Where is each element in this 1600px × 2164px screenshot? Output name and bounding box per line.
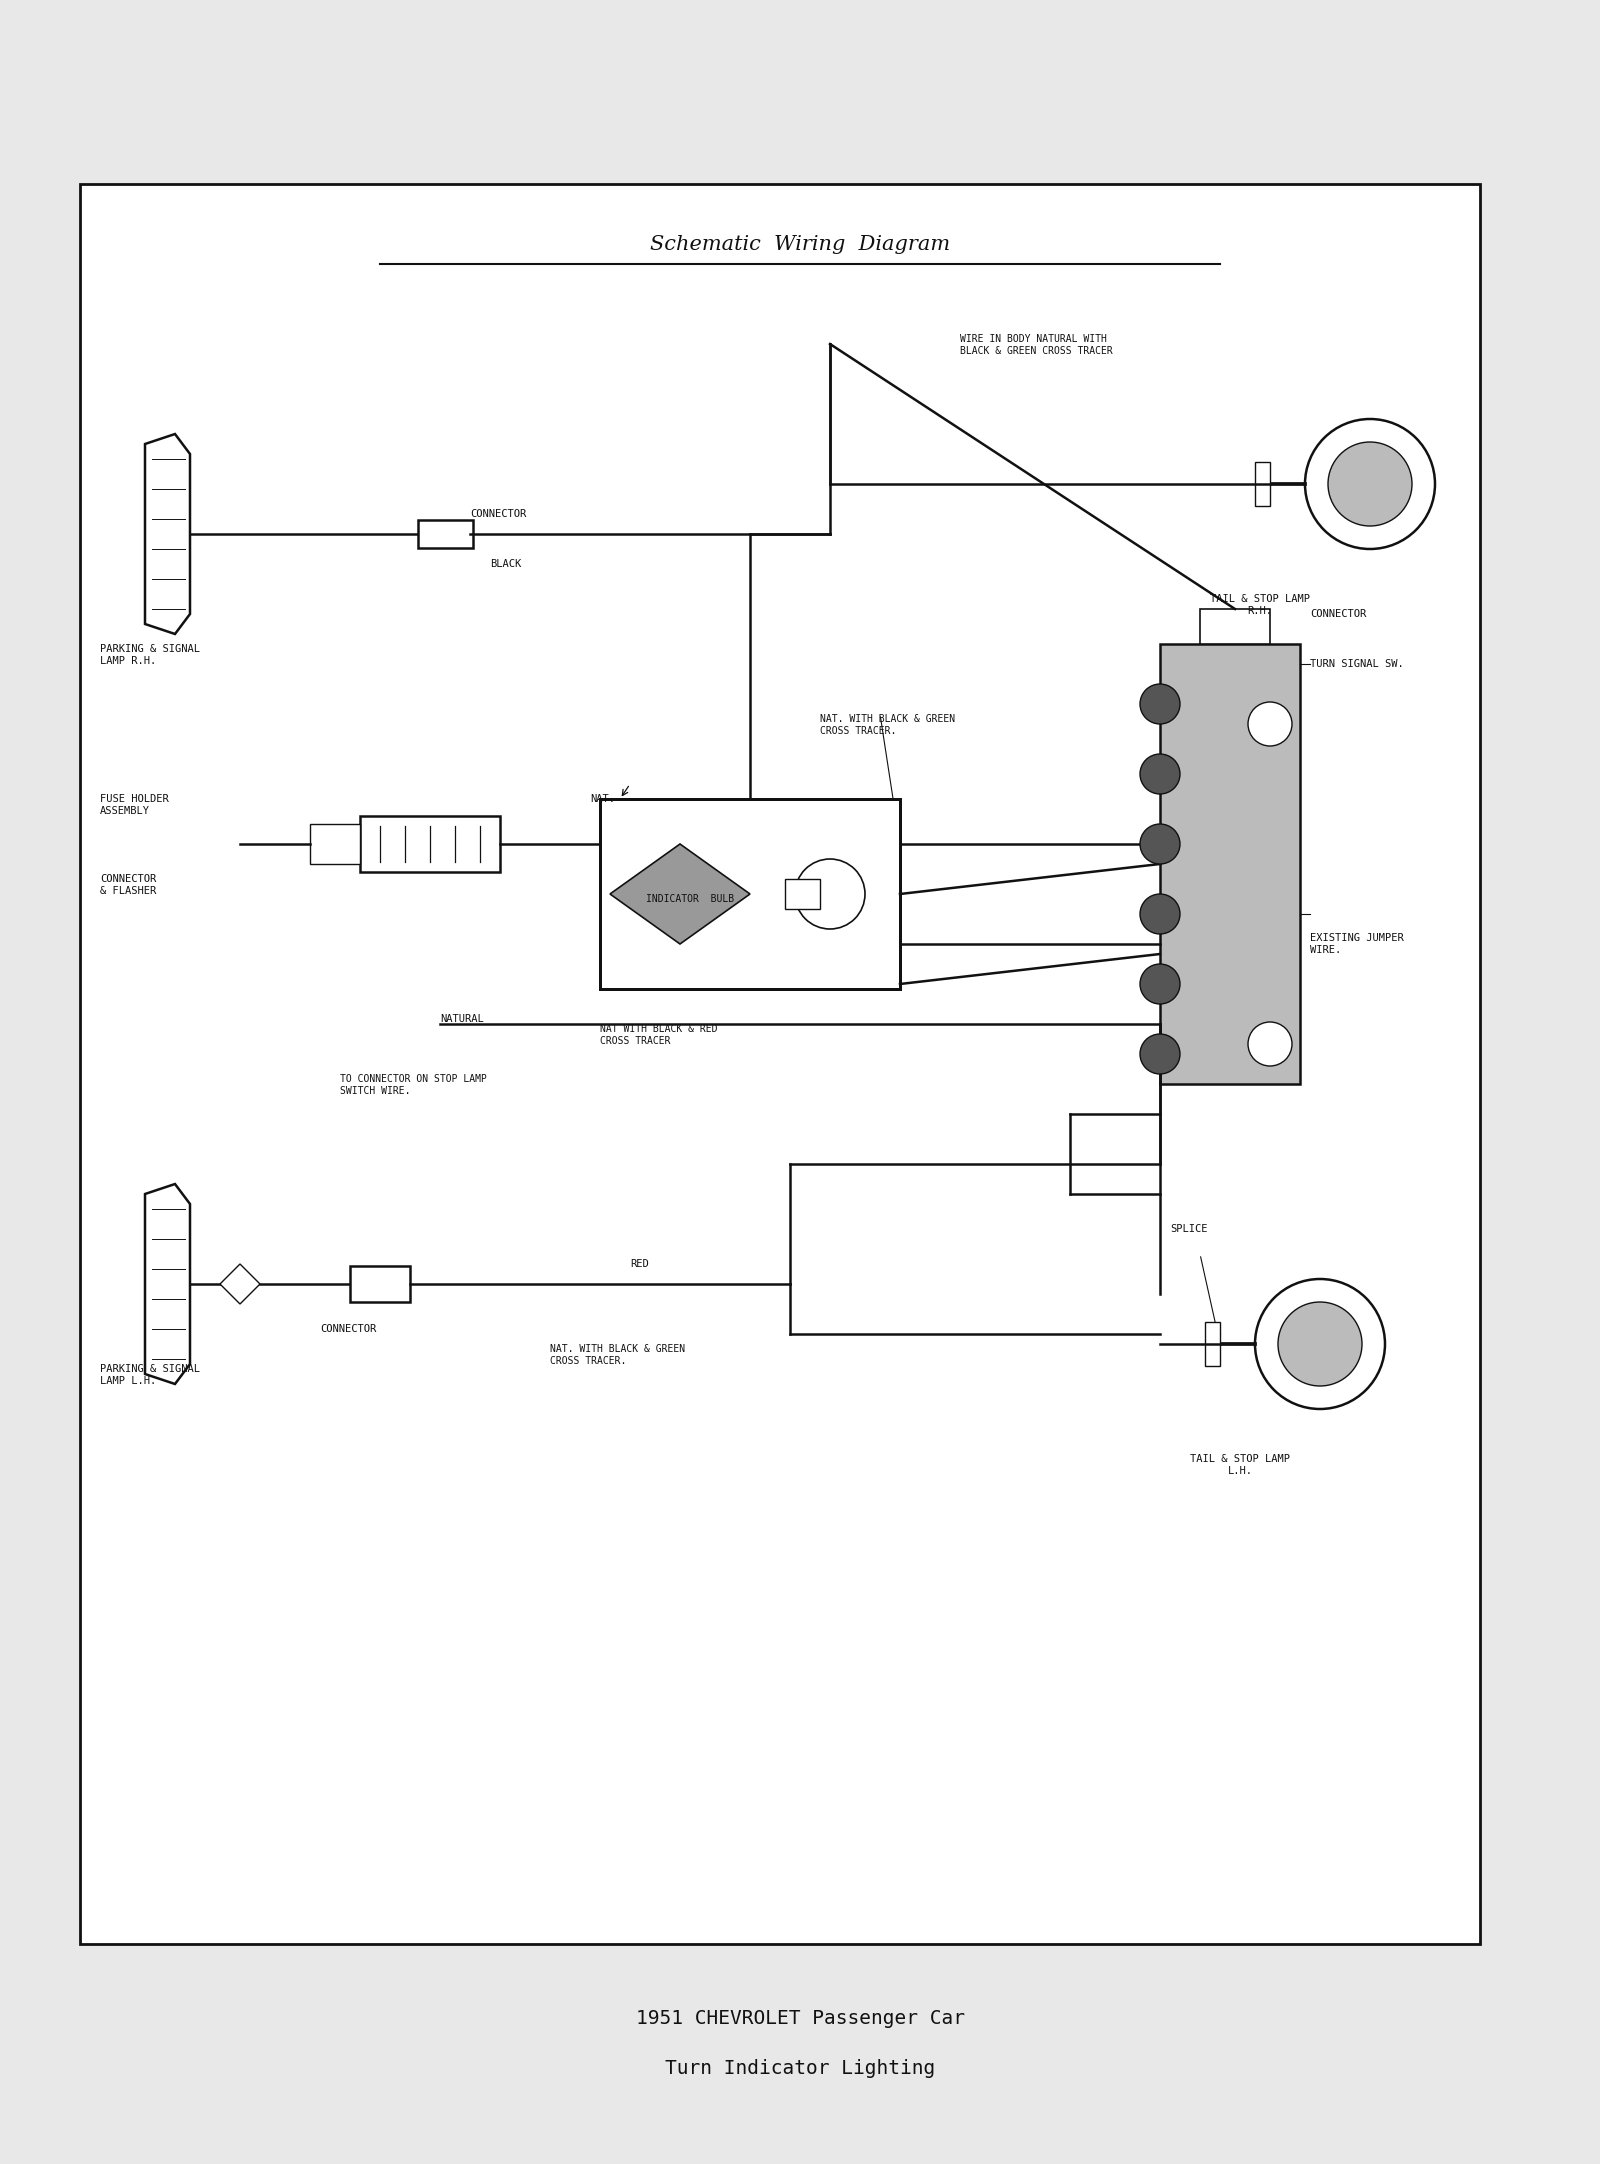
Text: WIRE IN BODY NATURAL WITH
BLACK & GREEN CROSS TRACER: WIRE IN BODY NATURAL WITH BLACK & GREEN … xyxy=(960,333,1112,355)
Text: TO CONNECTOR ON STOP LAMP
SWITCH WIRE.: TO CONNECTOR ON STOP LAMP SWITCH WIRE. xyxy=(339,1073,486,1095)
Circle shape xyxy=(1139,824,1181,863)
Circle shape xyxy=(1139,894,1181,935)
Circle shape xyxy=(1278,1303,1362,1385)
Text: BLACK: BLACK xyxy=(490,558,522,569)
Circle shape xyxy=(1139,684,1181,725)
Bar xyxy=(418,519,472,547)
Polygon shape xyxy=(221,1264,259,1305)
Text: NAT.: NAT. xyxy=(590,794,614,805)
Text: EXISTING JUMPER
WIRE.: EXISTING JUMPER WIRE. xyxy=(1310,933,1403,954)
Text: Schematic  Wiring  Diagram: Schematic Wiring Diagram xyxy=(650,234,950,253)
Circle shape xyxy=(1139,753,1181,794)
Polygon shape xyxy=(610,844,750,944)
Bar xyxy=(1205,1322,1221,1365)
Text: PARKING & SIGNAL
LAMP R.H.: PARKING & SIGNAL LAMP R.H. xyxy=(99,645,200,667)
Circle shape xyxy=(1254,1279,1386,1409)
Bar xyxy=(310,824,360,863)
Text: Turn Indicator Lighting: Turn Indicator Lighting xyxy=(666,2060,934,2077)
Text: 1951 CHEVROLET Passenger Car: 1951 CHEVROLET Passenger Car xyxy=(635,2010,965,2028)
Text: CONNECTOR
& FLASHER: CONNECTOR & FLASHER xyxy=(99,874,157,896)
Bar xyxy=(350,1266,410,1303)
Circle shape xyxy=(1328,441,1413,526)
Circle shape xyxy=(795,859,866,928)
Text: SPLICE: SPLICE xyxy=(1170,1225,1208,1233)
Circle shape xyxy=(1248,701,1293,747)
Text: NATURAL: NATURAL xyxy=(440,1015,483,1024)
Text: NAT WITH BLACK & RED
CROSS TRACER: NAT WITH BLACK & RED CROSS TRACER xyxy=(600,1024,717,1045)
Text: CONNECTOR: CONNECTOR xyxy=(470,509,526,519)
Circle shape xyxy=(1248,1021,1293,1067)
Text: INDICATOR  BULB: INDICATOR BULB xyxy=(646,894,734,905)
Text: NAT. WITH BLACK & GREEN
CROSS TRACER.: NAT. WITH BLACK & GREEN CROSS TRACER. xyxy=(819,714,955,736)
Text: CONNECTOR: CONNECTOR xyxy=(1310,608,1366,619)
Text: TURN SIGNAL SW.: TURN SIGNAL SW. xyxy=(1310,660,1403,669)
Circle shape xyxy=(1306,420,1435,550)
Text: NAT. WITH BLACK & GREEN
CROSS TRACER.: NAT. WITH BLACK & GREEN CROSS TRACER. xyxy=(550,1344,685,1365)
Bar xyxy=(600,799,899,989)
Polygon shape xyxy=(146,1184,190,1385)
Text: RED: RED xyxy=(630,1259,648,1268)
Text: TAIL & STOP LAMP
L.H.: TAIL & STOP LAMP L.H. xyxy=(1190,1454,1290,1476)
Circle shape xyxy=(1139,1034,1181,1073)
Text: FUSE HOLDER
ASSEMBLY: FUSE HOLDER ASSEMBLY xyxy=(99,794,168,816)
Bar xyxy=(360,816,499,872)
Bar xyxy=(1160,645,1299,1084)
Circle shape xyxy=(1139,963,1181,1004)
Text: CONNECTOR: CONNECTOR xyxy=(320,1324,376,1333)
Bar xyxy=(786,879,819,909)
Bar xyxy=(1200,608,1270,645)
Text: TAIL & STOP LAMP
R.H.: TAIL & STOP LAMP R.H. xyxy=(1210,593,1310,615)
Text: PARKING & SIGNAL
LAMP L.H.: PARKING & SIGNAL LAMP L.H. xyxy=(99,1363,200,1385)
Bar xyxy=(1254,461,1270,506)
Polygon shape xyxy=(146,435,190,634)
Bar xyxy=(80,184,1480,1943)
